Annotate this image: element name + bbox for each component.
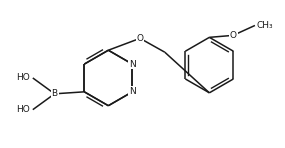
Text: O: O xyxy=(137,34,144,43)
Text: N: N xyxy=(129,87,136,96)
Text: HO: HO xyxy=(16,105,30,114)
Text: N: N xyxy=(129,60,136,69)
Text: O: O xyxy=(230,31,237,40)
Text: CH₃: CH₃ xyxy=(257,21,274,30)
Text: HO: HO xyxy=(16,73,30,82)
Text: B: B xyxy=(52,89,58,98)
